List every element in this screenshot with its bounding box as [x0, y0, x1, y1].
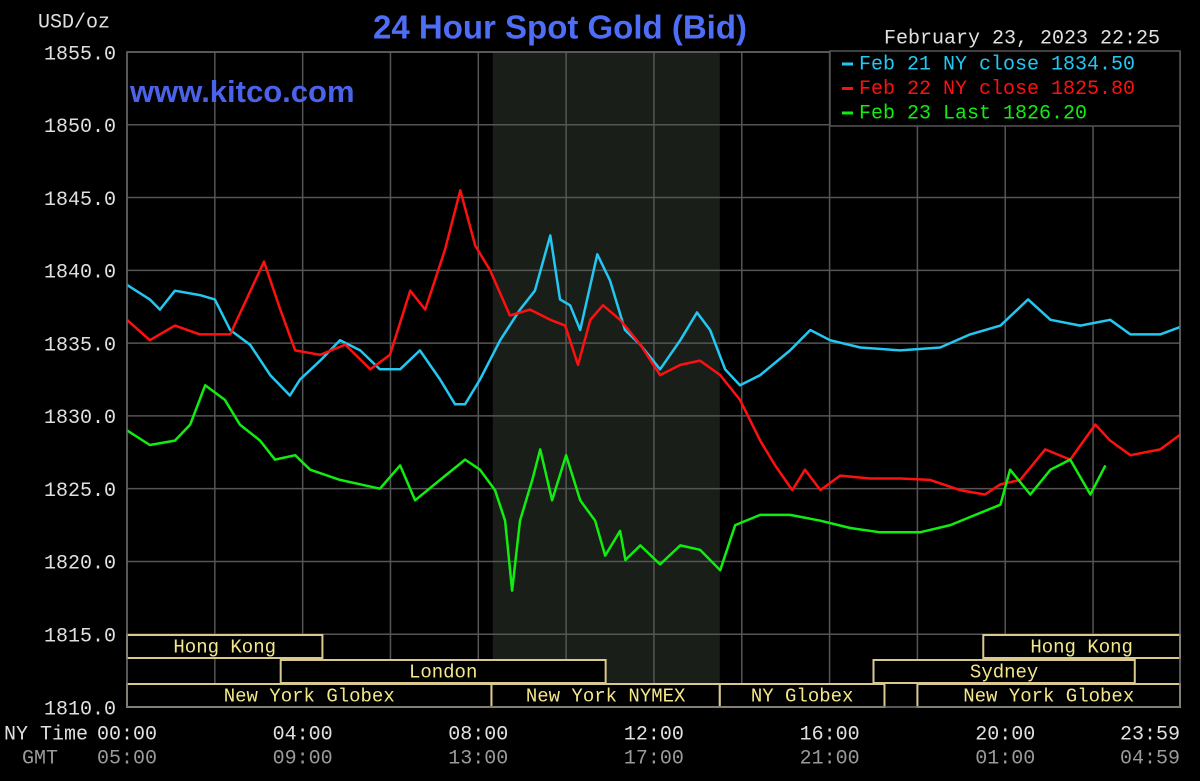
x-tick-label: 23:59: [1120, 723, 1180, 746]
x-tick-label: 00:00: [97, 723, 157, 746]
legend-label: Feb 21 NY close 1834.50: [859, 53, 1135, 76]
x-row-label: NY Time: [4, 723, 88, 746]
timestamp: February 23, 2023 22:25: [884, 27, 1160, 50]
x-tick-label-gmt: 09:00: [273, 747, 333, 770]
legend-label: Feb 23 Last 1826.20: [859, 102, 1087, 125]
session-label: Sydney: [970, 662, 1038, 684]
y-tick-label: 1830.0: [44, 407, 116, 430]
x-tick-label: 04:00: [273, 723, 333, 746]
y-tick-label: 1855.0: [44, 43, 116, 66]
session-label: Hong Kong: [173, 637, 276, 659]
x-tick-label-gmt: 05:00: [97, 747, 157, 770]
x-tick-label-gmt: 21:00: [800, 747, 860, 770]
series-line: [126, 234, 1181, 406]
plot-frame: [126, 51, 1181, 708]
session-label: New York NYMEX: [526, 686, 686, 708]
y-axis-label: USD/oz: [38, 11, 110, 34]
x-tick-label: 12:00: [624, 723, 684, 746]
x-tick-label-gmt: 01:00: [975, 747, 1035, 770]
y-tick-label: 1815.0: [44, 626, 116, 649]
chart-title: 24 Hour Spot Gold (Bid): [373, 9, 747, 46]
y-tick-label: 1845.0: [44, 189, 116, 212]
session-label: New York Globex: [224, 686, 395, 708]
y-tick-label: 1810.0: [44, 698, 116, 721]
y-tick-label: 1840.0: [44, 262, 116, 285]
series-line: [126, 189, 1181, 496]
y-tick-label: 1825.0: [44, 480, 116, 503]
y-tick-label: 1850.0: [44, 116, 116, 139]
session-label: NY Globex: [751, 686, 854, 708]
watermark: www.kitco.com: [129, 74, 355, 109]
x-tick-label: 16:00: [800, 723, 860, 746]
series-line: [126, 384, 1107, 592]
x-tick-label-gmt: 04:59: [1120, 747, 1180, 770]
session-label: London: [409, 662, 477, 684]
session-label: New York Globex: [963, 686, 1134, 708]
x-tick-label: 20:00: [975, 723, 1035, 746]
x-tick-label-gmt: 13:00: [448, 747, 508, 770]
legend-label: Feb 22 NY close 1825.80: [859, 78, 1135, 101]
y-tick-label: 1835.0: [44, 334, 116, 357]
session-shade: [492, 52, 720, 707]
x-row-label: GMT: [22, 747, 58, 770]
session-label: Hong Kong: [1030, 637, 1133, 659]
legend-box: [829, 50, 1181, 127]
x-tick-label-gmt: 17:00: [624, 747, 684, 770]
y-tick-label: 1820.0: [44, 553, 116, 576]
x-tick-label: 08:00: [448, 723, 508, 746]
